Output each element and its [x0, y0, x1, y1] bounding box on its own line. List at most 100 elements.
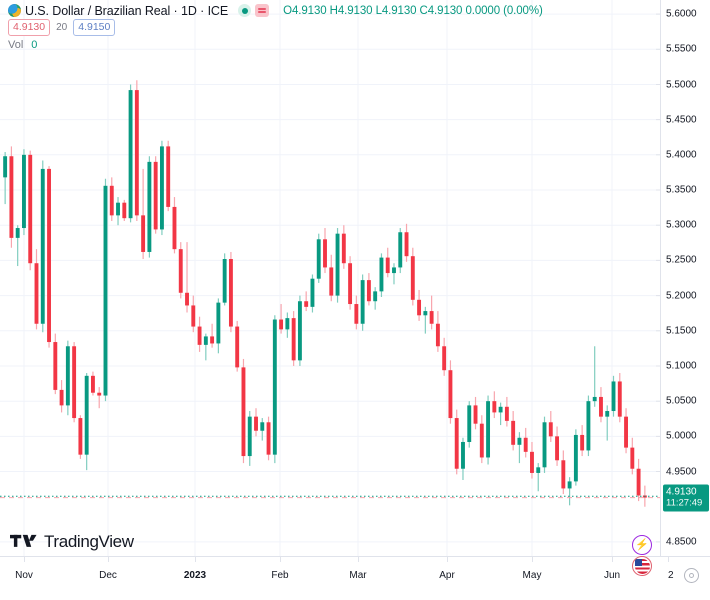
candle	[492, 391, 497, 419]
ohlc-close-key: C	[419, 4, 428, 17]
candle	[9, 146, 14, 248]
indicator-length-label: 20	[56, 22, 68, 33]
ohlc-change-percent: (0.00%)	[503, 4, 543, 17]
candle	[310, 274, 315, 313]
data-source-icon[interactable]	[255, 4, 270, 17]
candle	[573, 429, 578, 486]
candle	[417, 289, 422, 321]
price-tick-label: 5.3000	[666, 219, 697, 231]
ohlc-low-value: 4.9130	[381, 4, 417, 17]
candle	[429, 295, 434, 330]
candle	[354, 295, 359, 330]
us-flag-glyph	[634, 558, 650, 574]
candle	[91, 371, 95, 396]
candle	[47, 166, 51, 348]
candle	[379, 253, 384, 297]
candle	[329, 254, 334, 302]
volume-label: Vol	[8, 38, 24, 51]
candle	[398, 228, 403, 274]
candle	[511, 411, 516, 451]
time-tick-mark	[280, 557, 281, 562]
candle	[523, 427, 528, 458]
price-scale[interactable]: 5.6000 5.5500 5.5000 5.4500 5.4000 5.3500 5.30…	[660, 0, 710, 556]
time-scale[interactable]: Nov Dec 2023 Feb Mar Apr May Jun 2	[0, 556, 710, 600]
us-flag-icon[interactable]	[632, 556, 652, 576]
time-tick-label: Dec	[99, 570, 117, 581]
candle	[279, 304, 284, 334]
time-tick-mark	[358, 557, 359, 562]
price-tick-label: 5.2000	[666, 290, 697, 302]
candle	[15, 225, 20, 267]
candle	[467, 401, 472, 448]
candle	[542, 416, 547, 473]
candle	[373, 287, 378, 310]
candle	[22, 149, 26, 236]
candle	[366, 273, 371, 306]
legend-indicator-row[interactable]: 4.9130 20 4.9150	[8, 19, 543, 36]
candlestick-plot[interactable]	[0, 0, 660, 556]
candle	[335, 228, 340, 303]
candle	[323, 228, 327, 274]
candlestick-svg	[0, 0, 660, 556]
symbol-title[interactable]: U.S. Dollar / Brazilian Real · 1D · ICE	[25, 3, 229, 18]
time-tick-label: Feb	[271, 570, 289, 581]
candle	[423, 306, 428, 334]
indicator-upper-value-pill[interactable]: 4.9150	[73, 19, 116, 36]
ohlc-values: O4.9130 H4.9130 L4.9130 C4.9130 0.0000 (…	[283, 5, 543, 17]
legend-volume-row[interactable]: Vol 0	[8, 36, 543, 53]
candle	[316, 233, 321, 283]
candle	[40, 160, 45, 333]
candle	[122, 199, 127, 221]
price-tick-label: 5.4500	[666, 114, 697, 126]
time-axis-settings-icon[interactable]	[684, 568, 699, 583]
price-tick-label: 5.4000	[666, 149, 697, 161]
legend-symbol-row[interactable]: U.S. Dollar / Brazilian Real · 1D · ICE …	[8, 2, 543, 19]
candle	[72, 342, 77, 423]
candle	[222, 253, 227, 306]
candle	[178, 242, 183, 299]
current-price-badge[interactable]: 4.9130 11:27:49	[663, 484, 709, 512]
time-tick-label: 2	[668, 570, 674, 581]
candle	[166, 140, 171, 212]
candle	[611, 375, 616, 417]
price-tick-label: 5.1000	[666, 360, 697, 372]
candle	[486, 395, 491, 465]
candle	[442, 337, 447, 376]
candle	[617, 373, 622, 423]
candle	[548, 411, 553, 442]
candle	[580, 425, 585, 457]
ohlc-open-key: O	[283, 4, 292, 17]
candle	[53, 333, 58, 395]
time-tick-label: Nov	[15, 570, 33, 581]
candle	[599, 387, 603, 423]
candle	[260, 418, 265, 441]
time-tick-mark	[24, 557, 25, 562]
candle	[228, 251, 233, 333]
candle	[517, 432, 522, 464]
market-status-dot-icon[interactable]	[238, 4, 252, 17]
price-tick-label: 5.5000	[666, 79, 697, 90]
candle	[197, 316, 202, 352]
candle	[241, 358, 246, 464]
candle	[341, 225, 346, 269]
candle	[567, 477, 572, 506]
candle	[461, 437, 465, 480]
candle	[185, 242, 189, 313]
candle	[392, 263, 396, 285]
indicator-lower-value-pill[interactable]: 4.9130	[8, 19, 51, 36]
time-tick-mark	[612, 557, 613, 562]
candle	[348, 256, 353, 310]
price-tick-label: 5.6000	[666, 8, 697, 20]
candle	[34, 249, 39, 330]
candle	[448, 360, 453, 424]
lightning-alert-icon[interactable]: ⚡	[632, 535, 652, 555]
candle	[285, 312, 290, 338]
candle	[210, 323, 215, 348]
ohlc-open-value: 4.9130	[291, 4, 327, 17]
time-tick-mark	[447, 557, 448, 562]
candle	[586, 395, 591, 457]
time-tick-label: 2023	[183, 570, 207, 581]
candle	[530, 441, 534, 479]
candle	[624, 408, 628, 454]
candle	[203, 333, 208, 361]
